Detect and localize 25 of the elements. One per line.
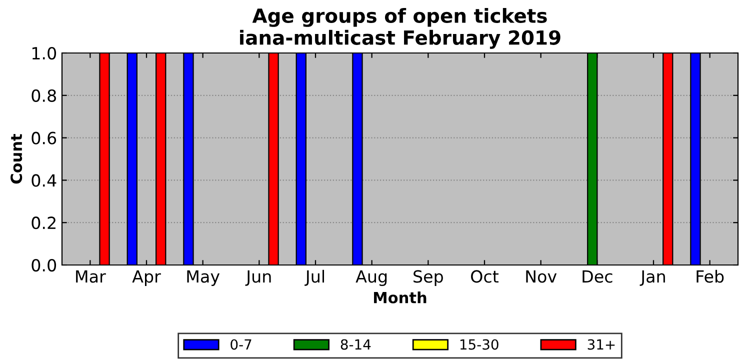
x-tick-label: Nov [526,270,557,283]
x-tick-label: Mar [76,270,106,283]
y-tick-label: 0.2 [32,216,56,230]
legend-label: 8-14 [340,339,371,350]
x-tick-label: Aug [356,270,387,286]
x-tick-label: Oct [471,270,499,283]
x-tick-label: Apr [132,270,161,286]
y-tick-label: 1.0 [32,46,56,60]
y-axis-title: Count [10,134,22,184]
y-tick-label: 0.4 [32,174,56,187]
legend-label: 31+ [588,339,615,350]
legend-label: 15-30 [460,339,498,350]
x-tick-label: Jan [640,270,665,286]
legend-label: 0-7 [230,339,252,350]
x-tick-label: Feb [696,270,724,283]
chart-title: Age groups of open tickets iana-multicast February 2019 [240,8,560,49]
x-tick-label: Jun [245,270,271,286]
y-tick-label: 0.8 [32,89,56,102]
x-axis-title: Month [374,292,426,304]
x-tick-label: Sep [414,270,443,286]
x-tick-label: May [187,270,220,286]
x-tick-label: Dec [582,270,612,283]
x-tick-label: Jul [304,270,324,286]
y-tick-label: 0.6 [32,132,56,144]
y-tick-label: 0.0 [32,258,56,272]
